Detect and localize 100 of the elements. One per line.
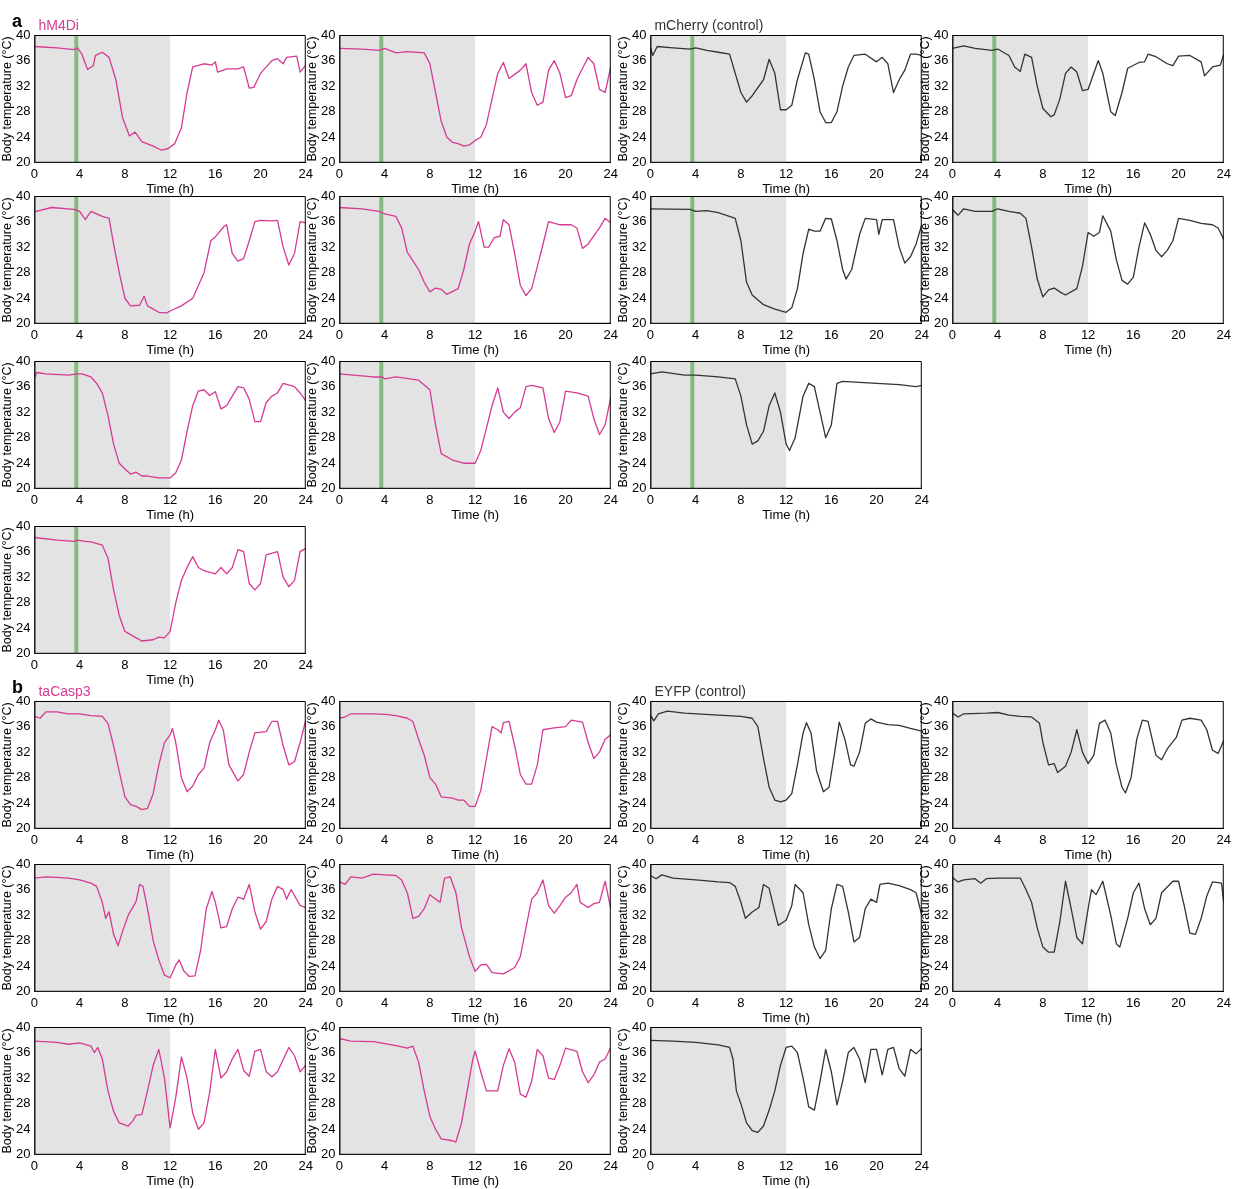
x-tick-label: 24 (298, 327, 313, 343)
x-tick-label: 12 (778, 1158, 794, 1174)
x-tick-label: 4 (994, 832, 1002, 848)
y-tick-label: 36 (933, 881, 949, 897)
y-tick-label: 20 (320, 1146, 336, 1162)
y-axis-title: Body temperature (°C) (304, 362, 319, 488)
x-tick-label: 8 (737, 166, 745, 182)
x-tick-label: 20 (253, 832, 268, 848)
x-tick-label: 0 (30, 1158, 39, 1174)
y-tick-label: 24 (15, 128, 31, 144)
x-tick-label: 12 (467, 166, 483, 182)
x-tick-label: 20 (869, 492, 884, 508)
x-tick-label: 20 (869, 1158, 884, 1174)
y-tick-label: 40 (15, 517, 31, 533)
y-tick-label: 28 (15, 932, 31, 948)
x-tick-label: 16 (1126, 832, 1141, 848)
y-tick-label: 24 (15, 957, 31, 973)
y-axis-title: Body temperature (°C) (917, 865, 932, 991)
x-tick-label: 24 (1216, 832, 1231, 848)
x-tick-label: 0 (646, 995, 655, 1011)
y-tick-label: 40 (320, 692, 336, 708)
y-tick-label: 32 (15, 238, 31, 254)
y-axis-title: Body temperature (°C) (304, 197, 319, 323)
y-tick-label: 20 (15, 154, 31, 170)
y-tick-label: 36 (320, 1044, 336, 1060)
x-tick-label: 20 (558, 492, 573, 508)
y-axis-title: Body temperature (°C) (0, 36, 14, 162)
y-tick-label: 36 (631, 718, 647, 734)
y-tick-label: 40 (320, 1018, 336, 1034)
x-tick-label: 16 (513, 166, 528, 182)
y-tick-label: 36 (15, 881, 31, 897)
x-axis-title: Time (h) (146, 1009, 195, 1025)
chart-title: EYFP (control) (654, 682, 747, 699)
y-tick-label: 20 (631, 1146, 647, 1162)
x-tick-label: 8 (737, 327, 745, 343)
x-tick-label: 16 (1126, 327, 1141, 343)
x-tick-label: 0 (335, 995, 344, 1011)
y-tick-label: 24 (15, 619, 31, 635)
x-tick-label: 16 (824, 492, 839, 508)
x-axis-title: Time (h) (451, 341, 500, 357)
y-tick-label: 24 (631, 289, 647, 305)
x-tick-label: 20 (253, 657, 268, 673)
x-tick-label: 4 (76, 832, 84, 848)
y-tick-label: 20 (15, 480, 31, 496)
x-tick-label: 4 (381, 327, 389, 343)
x-tick-label: 24 (914, 995, 929, 1011)
y-tick-label: 40 (631, 1018, 647, 1034)
y-tick-label: 40 (631, 26, 647, 42)
x-tick-label: 0 (30, 327, 39, 343)
y-tick-label: 32 (320, 743, 336, 759)
x-tick-label: 0 (948, 832, 957, 848)
x-axis-title: Time (h) (762, 180, 811, 196)
x-tick-label: 8 (121, 166, 129, 182)
x-tick-label: 20 (869, 166, 884, 182)
x-tick-label: 12 (162, 995, 178, 1011)
y-tick-label: 40 (631, 352, 647, 368)
x-tick-label: 8 (121, 327, 129, 343)
x-axis-title: Time (h) (146, 846, 195, 862)
y-tick-label: 36 (320, 213, 336, 229)
y-tick-label: 24 (15, 1120, 31, 1136)
y-tick-label: 32 (933, 906, 949, 922)
x-axis-title: Time (h) (451, 506, 500, 522)
x-tick-label: 12 (162, 657, 178, 673)
y-tick-label: 20 (320, 154, 336, 170)
x-tick-label: 12 (467, 832, 483, 848)
y-tick-label: 36 (15, 543, 31, 559)
y-axis-title: Body temperature (°C) (615, 362, 630, 488)
y-tick-label: 40 (320, 352, 336, 368)
y-tick-label: 28 (631, 769, 647, 785)
y-tick-label: 28 (631, 103, 647, 119)
x-tick-label: 24 (914, 327, 929, 343)
x-axis-title: Time (h) (146, 506, 195, 522)
y-tick-label: 28 (320, 429, 336, 445)
chart-title: taCasp3 (38, 682, 91, 699)
y-tick-label: 36 (15, 718, 31, 734)
x-tick-label: 0 (646, 1158, 655, 1174)
y-tick-label: 20 (15, 983, 31, 999)
x-tick-label: 16 (513, 995, 528, 1011)
y-tick-label: 20 (15, 315, 31, 331)
x-axis-title: Time (h) (1064, 846, 1113, 862)
y-axis-title: Body temperature (°C) (917, 197, 932, 323)
y-axis-title: Body temperature (°C) (0, 197, 14, 323)
y-tick-label: 32 (15, 743, 31, 759)
y-tick-label: 24 (631, 128, 647, 144)
y-tick-label: 36 (15, 1044, 31, 1060)
x-tick-label: 20 (253, 327, 268, 343)
x-tick-label: 24 (1216, 166, 1231, 182)
y-tick-label: 20 (631, 154, 647, 170)
y-tick-label: 24 (631, 454, 647, 470)
y-tick-label: 20 (320, 480, 336, 496)
x-axis-title: Time (h) (762, 341, 811, 357)
y-tick-label: 24 (933, 794, 949, 810)
x-axis-title: Time (h) (762, 1172, 811, 1188)
x-tick-label: 16 (824, 995, 839, 1011)
y-tick-label: 24 (933, 957, 949, 973)
x-tick-label: 0 (646, 492, 655, 508)
x-tick-label: 16 (513, 832, 528, 848)
x-tick-label: 4 (381, 492, 389, 508)
x-tick-label: 0 (335, 166, 344, 182)
y-tick-label: 28 (15, 769, 31, 785)
